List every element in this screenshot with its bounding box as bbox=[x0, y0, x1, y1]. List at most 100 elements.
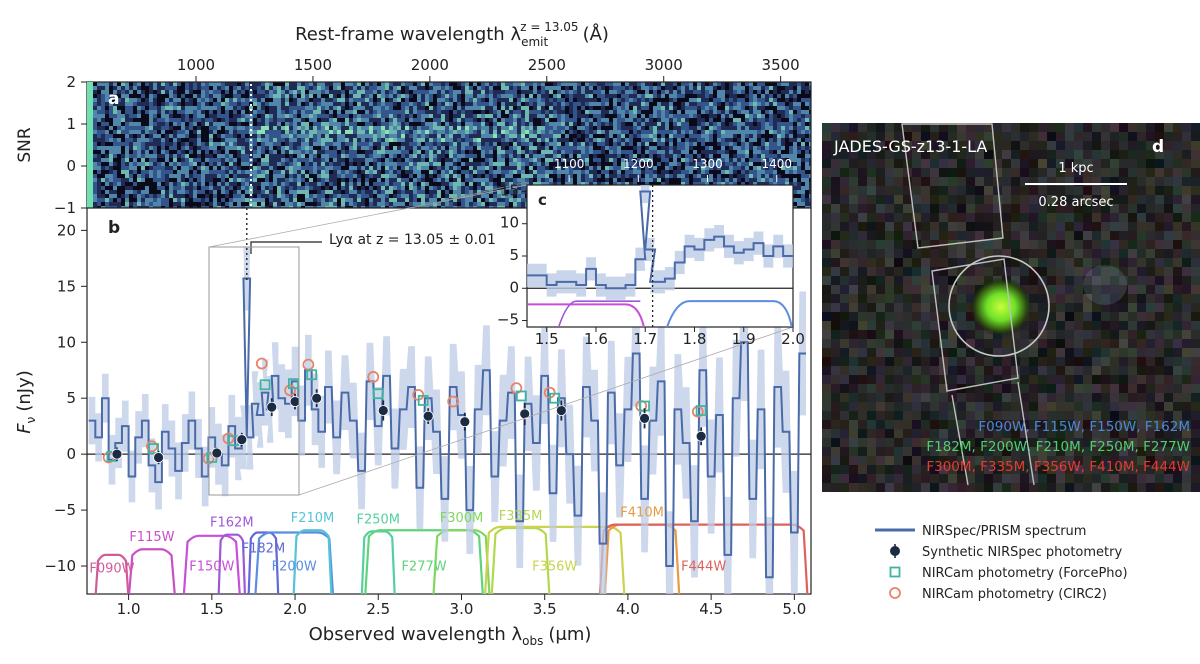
legend-item: NIRCam photometry (CIRC2) bbox=[889, 587, 1107, 602]
object-name: JADES-GS-z13-1-LA bbox=[833, 137, 987, 156]
panel-d-label: d bbox=[1152, 137, 1164, 157]
rest-inset-tick-label: 1300 bbox=[692, 157, 723, 171]
circ2-point bbox=[146, 440, 158, 453]
filter-curve-f277w bbox=[364, 529, 484, 594]
forcepho-point bbox=[148, 443, 159, 454]
forcepho-point bbox=[287, 378, 299, 390]
legend-circle-marker bbox=[889, 587, 901, 599]
wavelength-tick-label: 3.5 bbox=[533, 600, 557, 618]
filter-label-f115w: F115W bbox=[129, 530, 174, 545]
flux-tick-label: 5 bbox=[66, 389, 76, 407]
scale-kpc: 1 kpc bbox=[1058, 161, 1093, 176]
flux-tick-label: 15 bbox=[57, 277, 76, 295]
legend-square-marker bbox=[889, 566, 901, 578]
filter-curve-f300m bbox=[432, 529, 491, 594]
flux-tick-label: 10 bbox=[57, 333, 76, 351]
synthetic-point bbox=[695, 427, 707, 446]
panel-c: 15 10 5 0 −5 1.5 1.6 1.7 1.8 1.9 2.0 c 1100 1200 13… bbox=[497, 157, 805, 348]
panel-d: JADES-GS-z13-1-LA d 1 kpc 0.28 arcsec F0… bbox=[822, 123, 1200, 492]
filter-curve-f162m bbox=[217, 533, 247, 594]
inset-flux-tick-label: 10 bbox=[500, 214, 519, 232]
wavelength-tick-label: 4.0 bbox=[616, 600, 640, 618]
spectrum-error-band bbox=[88, 246, 807, 594]
legend-label: NIRSpec/PRISM spectrum bbox=[922, 524, 1086, 539]
synthetic-point bbox=[289, 393, 301, 410]
rest-frame-tick-label: 1500 bbox=[294, 56, 332, 74]
inset-wavelength-tick-label: 1.7 bbox=[633, 330, 657, 348]
colorbar-strip bbox=[87, 82, 93, 208]
wavelength-tick-label: 5.0 bbox=[782, 600, 806, 618]
filter-curve-f182m bbox=[247, 531, 280, 594]
snr-tick-label: 0 bbox=[66, 157, 76, 175]
inset-wavelength-tick-label: 1.5 bbox=[535, 330, 559, 348]
filter-curve-f150w bbox=[182, 534, 241, 594]
synthetic-point bbox=[236, 432, 248, 447]
inset-filter-f150w bbox=[527, 303, 645, 327]
filter-row-3: F300M, F335M, F356W, F410M, F444W bbox=[926, 459, 1190, 475]
lya-annotation-leader bbox=[250, 241, 322, 254]
rest-inset-connector bbox=[411, 181, 528, 209]
scale-arcsec: 0.28 arcsec bbox=[1038, 195, 1113, 210]
filter-label-f200w: F200W bbox=[272, 560, 317, 575]
inset-flux-tick-label: −5 bbox=[497, 311, 519, 329]
inset-flux-ticks: 15 10 5 0 −5 bbox=[497, 181, 527, 329]
synthetic-point bbox=[211, 447, 223, 459]
rest-frame-tick-label: 1000 bbox=[177, 56, 215, 74]
legend-dot-marker bbox=[890, 546, 900, 556]
inset-wavelength-tick-label: 2.0 bbox=[781, 330, 805, 348]
flux-tick-label: −5 bbox=[54, 501, 76, 519]
filter-row-2: F182M, F200W, F210M, F250M, F277W bbox=[926, 439, 1190, 455]
zoom-connector-2 bbox=[298, 326, 794, 496]
filter-labels: F090W F115W F150W F162M F182M F200W F210M F250M… bbox=[89, 506, 726, 577]
snr-tick-label: −1 bbox=[54, 199, 76, 217]
filter-label-f250m: F250M bbox=[357, 512, 401, 527]
legend-item: NIRCam photometry (ForcePho) bbox=[889, 566, 1128, 581]
wavelength-tick-label: 2.0 bbox=[283, 600, 307, 618]
zoom-connector-1 bbox=[208, 184, 528, 248]
wavelength-tick-label: 1.0 bbox=[117, 600, 141, 618]
filter-label-f444w: F444W bbox=[681, 560, 726, 575]
snr-tick-label: 2 bbox=[66, 73, 76, 91]
inset-wavelength-ticks: 1.5 1.6 1.7 1.8 1.9 2.0 bbox=[535, 327, 805, 348]
wavelength-tick-label: 2.5 bbox=[366, 600, 390, 618]
forcepho-point bbox=[259, 379, 271, 391]
filter-label-f150w: F150W bbox=[189, 560, 234, 575]
filter-row-1: F090W, F115W, F150W, F162M bbox=[978, 419, 1190, 435]
rest-frame-axis-ticks: 1000 1500 2000 2500 3000 3500 bbox=[177, 56, 800, 82]
rest-frame-tick-label: 2500 bbox=[528, 56, 566, 74]
filter-label-f182m: F182M bbox=[242, 542, 286, 557]
inset-flux-tick-label: 5 bbox=[509, 246, 519, 264]
synthetic-point bbox=[422, 408, 434, 424]
legend-label: Synthetic NIRSpec photometry bbox=[922, 545, 1122, 560]
forcepho-point bbox=[417, 395, 429, 406]
inset-error-band bbox=[527, 185, 793, 300]
legend-label: NIRCam photometry (ForcePho) bbox=[922, 566, 1128, 581]
wavelength-axis-ticks: 1.0 1.5 2.0 2.5 3.0 3.5 4.0 4.5 5.0 bbox=[117, 594, 806, 618]
rest-inset-tick-label: 1400 bbox=[761, 157, 792, 171]
filter-label-f300m: F300M bbox=[440, 511, 484, 526]
synthetic-point bbox=[153, 450, 164, 465]
circ2-point bbox=[284, 384, 296, 397]
forcepho-point bbox=[372, 388, 384, 400]
rest-frame-tick-label: 3000 bbox=[645, 56, 683, 74]
flux-tick-label: 0 bbox=[66, 445, 76, 463]
filter-curve-f200w bbox=[254, 531, 335, 594]
zoom-box bbox=[208, 246, 300, 496]
synthetic-point bbox=[639, 408, 650, 429]
synthetic-point bbox=[459, 412, 471, 431]
circ2-point bbox=[447, 395, 460, 408]
filter-label-f356w: F356W bbox=[532, 560, 577, 575]
filter-label-f090w: F090W bbox=[89, 562, 134, 577]
synthetic-point bbox=[519, 402, 531, 426]
galaxy-source bbox=[969, 277, 1033, 337]
filter-label-f162m: F162M bbox=[210, 516, 254, 531]
legend: NIRSpec/PRISM spectrum Synthetic NIRSpec … bbox=[875, 524, 1128, 602]
panel-a-label: a bbox=[108, 89, 119, 109]
panel-b-label: b bbox=[108, 218, 120, 238]
spectrum-line bbox=[88, 277, 807, 579]
rest-inset-tick-label: 1200 bbox=[623, 157, 654, 171]
rest-frame-tick-label: 3500 bbox=[762, 56, 800, 74]
filter-rgb-legend: F090W, F115W, F150W, F162M F182M, F200W, … bbox=[926, 419, 1190, 475]
flux-tick-label: −10 bbox=[44, 557, 76, 575]
forcepho-point bbox=[549, 392, 561, 404]
